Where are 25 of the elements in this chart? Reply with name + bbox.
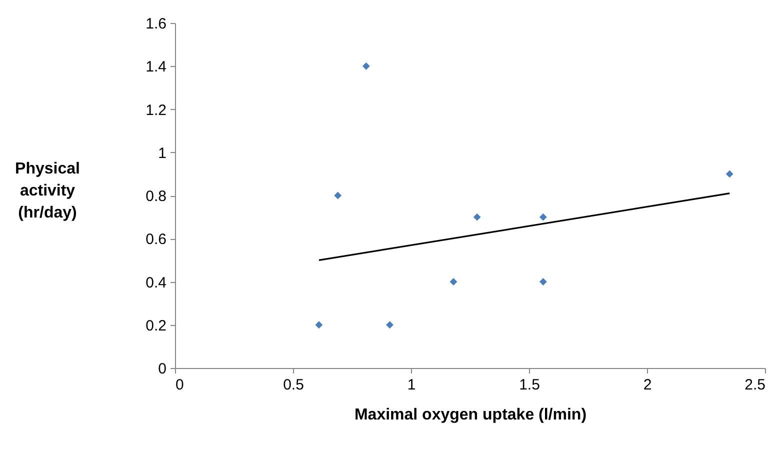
point bbox=[539, 213, 547, 221]
y-tick-label: 0.4 bbox=[146, 274, 166, 292]
y-tick-label: 0.6 bbox=[146, 231, 166, 248]
x-tick-label: 0 bbox=[176, 376, 184, 394]
y-tick-label: 1.6 bbox=[146, 16, 166, 32]
y-tick-label: 0.8 bbox=[146, 188, 166, 205]
point bbox=[315, 321, 323, 329]
x-tick-label: 1.5 bbox=[519, 376, 540, 394]
y-tick-label: 1 bbox=[158, 144, 166, 162]
y-tick-label: 1.4 bbox=[146, 58, 166, 76]
y-tick-label: 0 bbox=[158, 360, 166, 378]
point bbox=[362, 62, 370, 70]
x-tick-label: 0.5 bbox=[283, 376, 304, 394]
x-tick-label: 2.5 bbox=[744, 376, 766, 394]
point bbox=[473, 213, 481, 221]
y-tick-label: 0.2 bbox=[146, 317, 166, 334]
y-axis-title: Physical activity (hr/day) bbox=[15, 160, 80, 222]
point bbox=[726, 170, 734, 178]
y-tick-label: 1.2 bbox=[146, 102, 166, 119]
x-axis-title: Maximal oxygen uptake (l/min) bbox=[354, 406, 587, 424]
point bbox=[539, 278, 547, 286]
point bbox=[334, 192, 342, 200]
x-tick-label: 1 bbox=[407, 376, 416, 394]
x-tick-label: 2 bbox=[643, 376, 652, 394]
point bbox=[386, 321, 394, 329]
